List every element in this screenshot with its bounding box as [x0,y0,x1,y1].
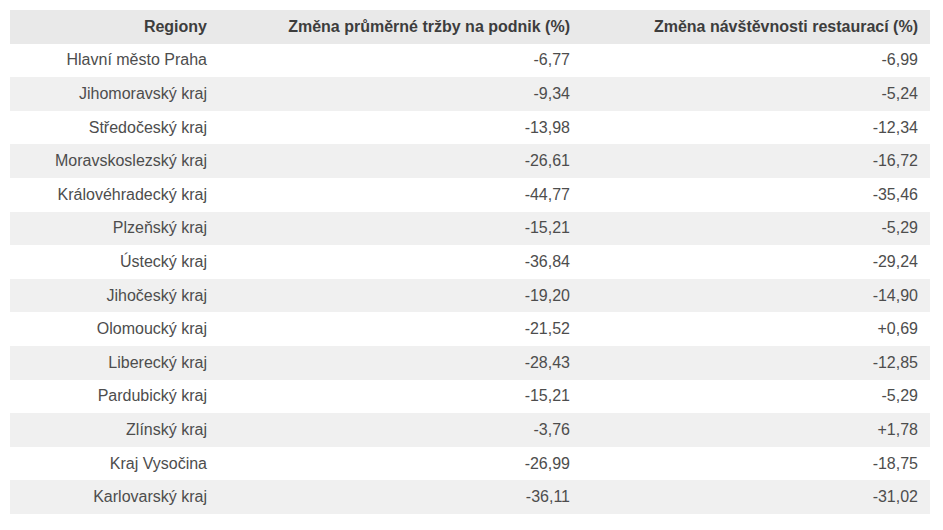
revenue-change-cell: -36,84 [219,245,582,279]
region-cell: Jihomoravský kraj [10,77,219,111]
revenue-change-cell: -26,99 [219,447,582,481]
visits-change-cell: -16,72 [582,144,930,178]
table-row: Jihočeský kraj-19,20-14,90 [10,279,930,313]
table-row: Moravskoslezský kraj-26,61-16,72 [10,144,930,178]
table-row: Ústecký kraj-36,84-29,24 [10,245,930,279]
revenue-change-cell: -26,61 [219,144,582,178]
region-cell: Olomoucký kraj [10,312,219,346]
visits-change-cell: -12,34 [582,111,930,145]
visits-change-cell: -12,85 [582,346,930,380]
table-row: Olomoucký kraj-21,52+0,69 [10,312,930,346]
table-row: Zlínský kraj-3,76+1,78 [10,413,930,447]
revenue-change-cell: -15,21 [219,212,582,246]
regions-table: Regiony Změna průměrné tržby na podnik (… [10,10,930,514]
visits-change-cell: -6,99 [582,44,930,78]
page: Regiony Změna průměrné tržby na podnik (… [0,0,943,530]
column-header-revenue-change: Změna průměrné tržby na podnik (%) [219,10,582,44]
table-row: Kraj Vysočina-26,99-18,75 [10,447,930,481]
table-row: Karlovarský kraj-36,11-31,02 [10,480,930,514]
region-cell: Ústecký kraj [10,245,219,279]
revenue-change-cell: -9,34 [219,77,582,111]
visits-change-cell: -29,24 [582,245,930,279]
table-row: Středočeský kraj-13,98-12,34 [10,111,930,145]
table-body: Hlavní město Praha-6,77-6,99Jihomoravský… [10,44,930,514]
table-row: Pardubický kraj-15,21-5,29 [10,380,930,414]
visits-change-cell: -5,24 [582,77,930,111]
visits-change-cell: +1,78 [582,413,930,447]
visits-change-cell: -31,02 [582,480,930,514]
visits-change-cell: -18,75 [582,447,930,481]
table-row: Plzeňský kraj-15,21-5,29 [10,212,930,246]
region-cell: Karlovarský kraj [10,480,219,514]
revenue-change-cell: -6,77 [219,44,582,78]
visits-change-cell: -14,90 [582,279,930,313]
revenue-change-cell: -44,77 [219,178,582,212]
revenue-change-cell: -13,98 [219,111,582,145]
table-header: Regiony Změna průměrné tržby na podnik (… [10,10,930,44]
header-row: Regiony Změna průměrné tržby na podnik (… [10,10,930,44]
region-cell: Liberecký kraj [10,346,219,380]
revenue-change-cell: -19,20 [219,279,582,313]
region-cell: Středočeský kraj [10,111,219,145]
revenue-change-cell: -21,52 [219,312,582,346]
visits-change-cell: +0,69 [582,312,930,346]
region-cell: Moravskoslezský kraj [10,144,219,178]
visits-change-cell: -5,29 [582,380,930,414]
region-cell: Královéhradecký kraj [10,178,219,212]
visits-change-cell: -35,46 [582,178,930,212]
region-cell: Kraj Vysočina [10,447,219,481]
table-row: Jihomoravský kraj-9,34-5,24 [10,77,930,111]
revenue-change-cell: -3,76 [219,413,582,447]
region-cell: Zlínský kraj [10,413,219,447]
revenue-change-cell: -28,43 [219,346,582,380]
visits-change-cell: -5,29 [582,212,930,246]
region-cell: Jihočeský kraj [10,279,219,313]
region-cell: Hlavní město Praha [10,44,219,78]
region-cell: Plzeňský kraj [10,212,219,246]
column-header-visits-change: Změna návštěvnosti restaurací (%) [582,10,930,44]
table-row: Liberecký kraj-28,43-12,85 [10,346,930,380]
column-header-region: Regiony [10,10,219,44]
revenue-change-cell: -15,21 [219,380,582,414]
table-row: Hlavní město Praha-6,77-6,99 [10,44,930,78]
revenue-change-cell: -36,11 [219,480,582,514]
regions-table-container: Regiony Změna průměrné tržby na podnik (… [10,10,930,514]
region-cell: Pardubický kraj [10,380,219,414]
table-row: Královéhradecký kraj-44,77-35,46 [10,178,930,212]
